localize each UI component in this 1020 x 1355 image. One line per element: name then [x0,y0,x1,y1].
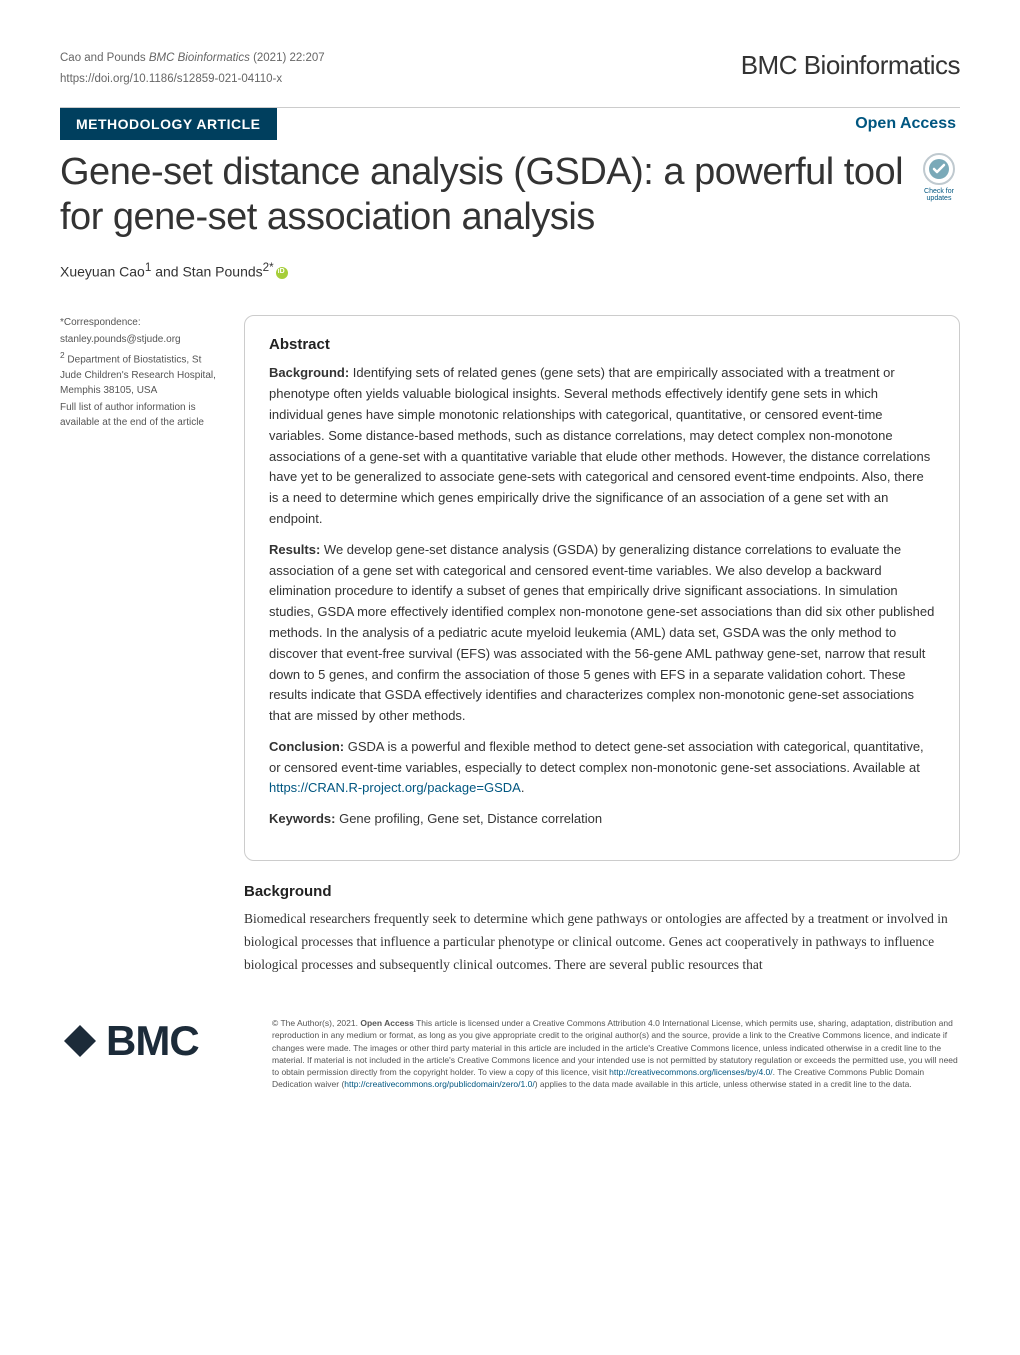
main-content: *Correspondence: stanley.pounds@stjude.o… [60,315,960,977]
license-prefix: © The Author(s), 2021. [272,1018,360,1028]
background-text: Identifying sets of related genes (gene … [269,365,930,526]
citation-issue: (2021) 22:207 [253,52,325,64]
footer: BMC © The Author(s), 2021. Open Access T… [60,1017,960,1091]
article-type-badge: METHODOLOGY ARTICLE [60,108,277,140]
citation-authors: Cao and Pounds [60,52,146,64]
results-text: We develop gene-set distance analysis (G… [269,542,934,723]
abstract-conclusion: Conclusion: GSDA is a powerful and flexi… [269,737,935,799]
article-content: Abstract Background: Identifying sets of… [244,315,960,977]
crossmark-line2: updates [927,195,952,202]
abstract-box: Abstract Background: Identifying sets of… [244,315,960,861]
open-access-label: Open Access [855,115,960,133]
header-row: Cao and Pounds BMC Bioinformatics (2021)… [60,50,960,93]
title-row: Gene-set distance analysis (GSDA): a pow… [60,150,960,241]
bmc-logo-icon [60,1021,100,1061]
doi-line: https://doi.org/10.1186/s12859-021-04110… [60,71,325,88]
full-list-note: Full list of author information is avail… [60,400,220,430]
correspondence-sidebar: *Correspondence: stanley.pounds@stjude.o… [60,315,220,977]
background-body: Biomedical researchers frequently seek t… [244,908,960,977]
abstract-background: Background: Identifying sets of related … [269,363,935,529]
license-link-2[interactable]: http://creativecommons.org/publicdomain/… [344,1079,534,1089]
citation-journal: BMC Bioinformatics [149,52,250,64]
bmc-logo-text: BMC [106,1017,199,1065]
author-2-sup: 2* [263,261,274,274]
affiliation: 2 Department of Biostatistics, St Jude C… [60,349,220,397]
affil-text: Department of Biostatistics, St Jude Chi… [60,355,216,396]
license-end: ) applies to the data made available in … [535,1079,912,1089]
crossmark-line1: Check for [924,188,954,195]
author-1: Xueyuan Cao [60,263,145,279]
correspondence-label: *Correspondence: [60,315,220,330]
conclusion-after: . [521,780,525,795]
conclusion-text: GSDA is a powerful and flexible method t… [269,739,924,775]
package-link[interactable]: https://CRAN.R-project.org/package=GSDA [269,780,521,795]
keywords-text: Gene profiling, Gene set, Distance corre… [335,811,602,826]
abstract-heading: Abstract [269,336,935,353]
background-label: Background: [269,365,349,380]
correspondence-email: stanley.pounds@stjude.org [60,332,220,347]
citation-line: Cao and Pounds BMC Bioinformatics (2021)… [60,50,325,67]
conclusion-label: Conclusion: [269,739,344,754]
article-type-row: METHODOLOGY ARTICLE Open Access [60,108,960,140]
authors-and: and Stan Pounds [151,263,262,279]
authors-line: Xueyuan Cao1 and Stan Pounds2* [60,261,960,280]
bmc-logo: BMC [60,1017,248,1065]
journal-brand: BMC Bioinformatics [741,50,960,81]
abstract-results: Results: We develop gene-set distance an… [269,540,935,727]
license-text: © The Author(s), 2021. Open Access This … [272,1017,960,1091]
keywords-label: Keywords: [269,811,335,826]
crossmark-badge[interactable]: Check for updates [918,150,960,204]
background-heading: Background [244,883,960,900]
article-title: Gene-set distance analysis (GSDA): a pow… [60,150,906,241]
orcid-icon[interactable] [276,267,288,279]
license-bold: Open Access [360,1018,414,1028]
results-label: Results: [269,542,320,557]
abstract-keywords: Keywords: Gene profiling, Gene set, Dist… [269,809,935,830]
header-meta-block: Cao and Pounds BMC Bioinformatics (2021)… [60,50,325,93]
license-link-1[interactable]: http://creativecommons.org/licenses/by/4… [609,1067,772,1077]
crossmark-icon [922,152,956,186]
